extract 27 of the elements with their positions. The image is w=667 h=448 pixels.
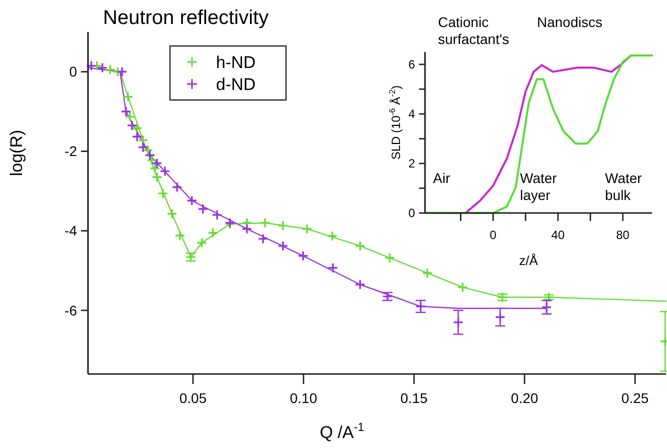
annotation: Cationic surfactant's: [438, 14, 510, 47]
legend-label: h-ND: [216, 53, 256, 72]
x-tick-label: 0: [490, 228, 497, 242]
x-tick-label: 0.10: [290, 390, 318, 406]
y-tick-label: -6: [64, 302, 78, 318]
y-tick-label: 0: [408, 206, 416, 220]
annotation: Water bulk: [605, 170, 642, 203]
legend-label: d-ND: [216, 75, 256, 94]
x-axis-title: Q /A$^{-1}$: [320, 420, 365, 442]
x-tick-label: 0.25: [621, 390, 649, 406]
y-axis-title: log(R): [7, 130, 26, 176]
y-tick-label: 2: [408, 156, 416, 171]
y-tick-label: -2: [64, 143, 78, 160]
y-tick-label: 0: [69, 64, 78, 80]
x-tick-label: 0.05: [179, 390, 207, 406]
annotation: Air: [433, 170, 450, 186]
x-tick-label: 80: [616, 228, 630, 242]
y-tick-label: 4: [408, 107, 416, 122]
x-tick-label: 0.15: [400, 390, 428, 406]
x-tick-label: 40: [551, 228, 565, 242]
x-axis-title: z/Å: [519, 253, 538, 268]
text: Nanodiscs: [537, 14, 602, 30]
annotation: Water layer: [520, 170, 558, 203]
y-tick-label: 6: [408, 58, 416, 72]
x-tick-label: 0.20: [510, 390, 538, 406]
chart-title: Neutron reflectivity: [103, 7, 269, 29]
y-tick-label: -4: [64, 222, 78, 239]
